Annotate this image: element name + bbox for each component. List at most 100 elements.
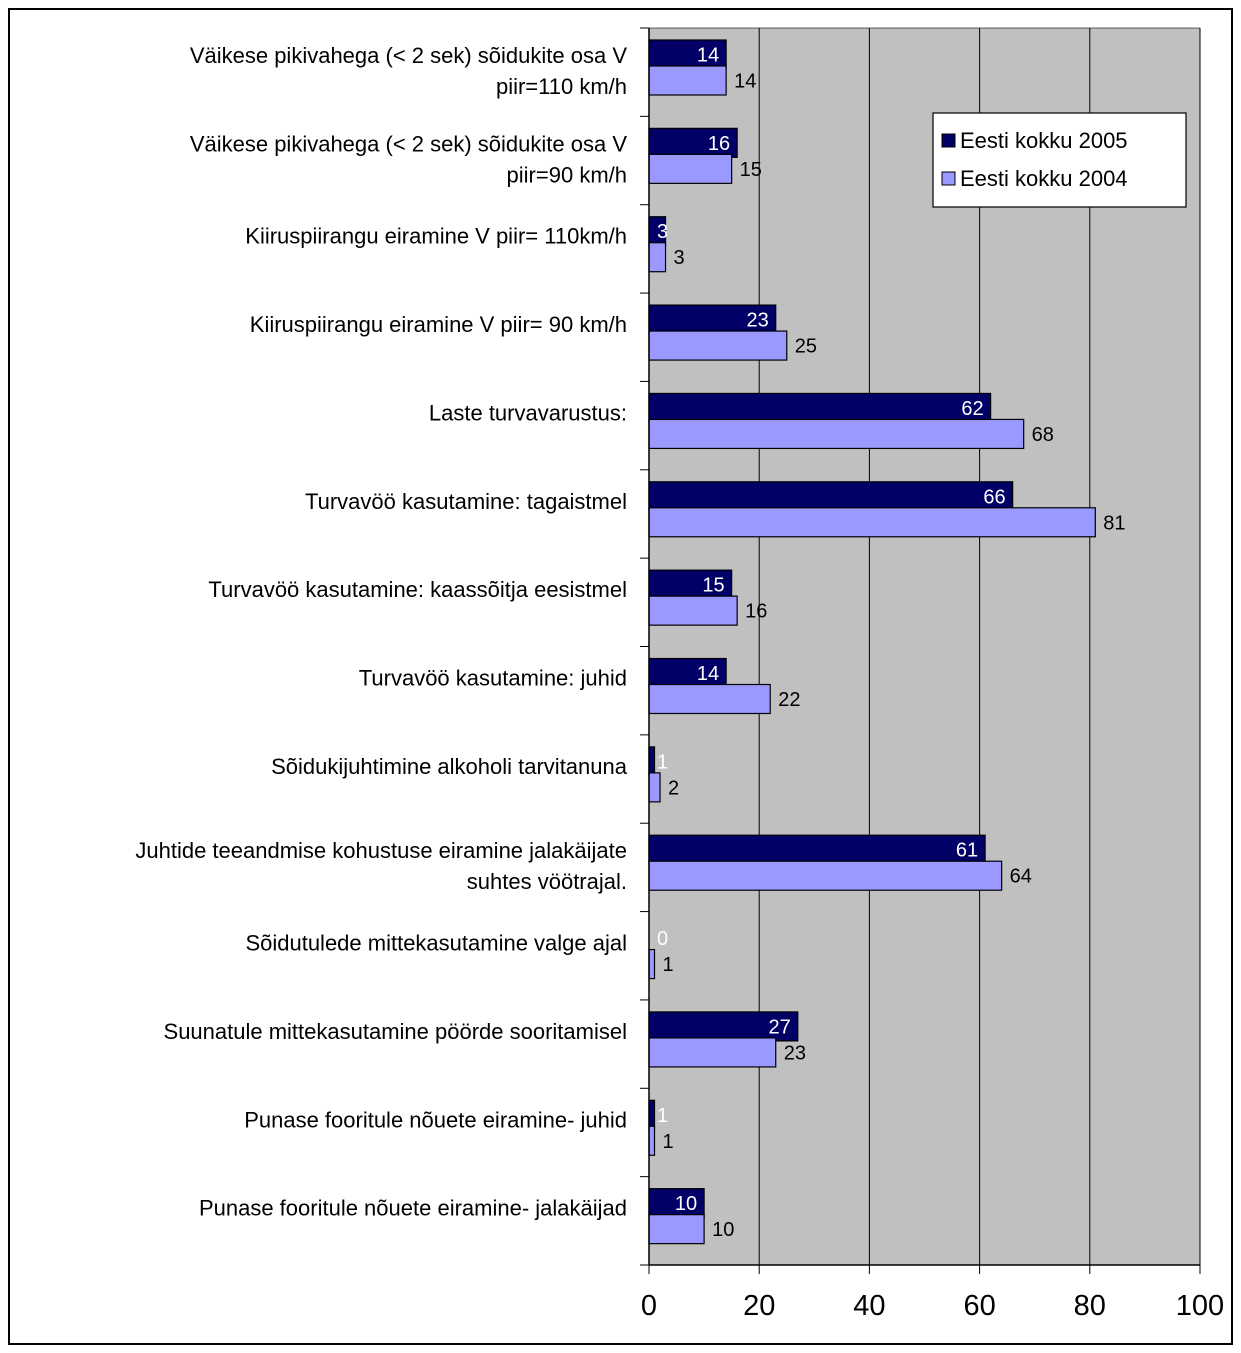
- bar-s1-c10: [648, 948, 656, 980]
- category-label-line: suhtes vöötrajal.: [467, 869, 627, 894]
- bar-s0-c5: [648, 481, 1014, 512]
- category-label-4: Laste turvavarustus:: [429, 400, 627, 425]
- bar-s0-c4: [648, 392, 992, 424]
- bar-s0-c8: [648, 746, 656, 777]
- x-tick-label-60: 60: [963, 1290, 995, 1322]
- category-label-0: Väikese pikivahega (< 2 sek) sõidukite o…: [190, 43, 628, 99]
- category-label-6: Turvavöö kasutamine: kaassõitja eesistme…: [208, 577, 627, 602]
- bar-s0-c1: [648, 127, 738, 158]
- category-label-line: Kiiruspiirangu eiramine V piir= 90 km/h: [250, 312, 627, 337]
- x-tick-label-20: 20: [743, 1290, 775, 1322]
- bar-s1-c8: [648, 772, 661, 803]
- category-label-line: Juhtide teeandmise kohustuse eiramine ja…: [135, 838, 627, 863]
- category-label-1: Väikese pikivahega (< 2 sek) sõidukite o…: [190, 131, 628, 187]
- bar-s1-c7: [648, 683, 771, 715]
- legend-swatch-1: [941, 171, 956, 186]
- category-label-line: Turvavöö kasutamine: juhid: [359, 666, 627, 691]
- category-label-8: Sõidukijuhtimine alkoholi tarvitanuna: [271, 754, 628, 779]
- value-label-s1-c8: 2: [668, 777, 679, 799]
- value-label-s1-c13: 10: [712, 1219, 734, 1241]
- value-label-s1-c5: 81: [1103, 512, 1125, 534]
- legend-label-0: Eesti kokku 2005: [960, 128, 1128, 153]
- y-axis: [640, 27, 650, 1266]
- value-label-s1-c10: 1: [663, 954, 674, 976]
- value-label-s0-c0: 14: [697, 45, 719, 67]
- value-label-s0-c6: 15: [702, 575, 724, 597]
- bar-s1-c5: [648, 507, 1096, 538]
- bar-s1-c3: [648, 330, 788, 361]
- value-label-s0-c7: 14: [697, 663, 719, 685]
- category-label-line: Sõidutulede mittekasutamine valge ajal: [245, 931, 627, 956]
- x-tick-label-100: 100: [1176, 1290, 1224, 1322]
- value-label-s0-c8: 1: [657, 751, 668, 773]
- category-label-line: Väikese pikivahega (< 2 sek) sõidukite o…: [190, 43, 628, 68]
- value-label-s0-c11: 27: [769, 1016, 791, 1038]
- x-tick-label-40: 40: [853, 1290, 885, 1322]
- bar-s1-c0: [648, 65, 727, 96]
- bars: [648, 39, 1096, 1245]
- category-labels: Väikese pikivahega (< 2 sek) sõidukite o…: [135, 43, 627, 1221]
- category-label-line: piir=90 km/h: [507, 162, 627, 187]
- value-label-s1-c12: 1: [663, 1131, 674, 1153]
- bar-s0-c7: [648, 657, 727, 689]
- bar-s1-c2: [648, 242, 667, 273]
- value-labels: 1414161533232562686681151614221261640127…: [657, 45, 1126, 1242]
- value-label-s0-c2: 3: [657, 221, 668, 243]
- bar-s0-c9: [648, 834, 986, 865]
- category-label-line: piir=110 km/h: [496, 74, 627, 99]
- category-label-line: Väikese pikivahega (< 2 sek) sõidukite o…: [190, 131, 628, 156]
- category-label-line: Kiiruspiirangu eiramine V piir= 110km/h: [245, 224, 627, 249]
- bar-s1-c9: [648, 860, 1003, 891]
- category-label-5: Turvavöö kasutamine: tagaistmel: [305, 489, 627, 514]
- category-label-line: Sõidukijuhtimine alkoholi tarvitanuna: [271, 754, 628, 779]
- value-label-s0-c3: 23: [746, 310, 768, 332]
- legend-swatch-0: [941, 133, 956, 148]
- value-label-s0-c1: 16: [708, 133, 730, 155]
- value-label-s0-c10: 0: [657, 928, 668, 950]
- value-label-s1-c11: 23: [784, 1042, 806, 1064]
- category-label-2: Kiiruspiirangu eiramine V piir= 110km/h: [245, 224, 627, 249]
- value-label-s0-c4: 62: [961, 398, 983, 420]
- value-label-s1-c0: 14: [734, 71, 756, 93]
- value-label-s1-c1: 15: [740, 159, 762, 181]
- bar-s1-c13: [648, 1214, 705, 1245]
- value-label-s1-c7: 22: [778, 689, 800, 711]
- bar-s1-c4: [648, 418, 1025, 450]
- legend: Eesti kokku 2005 Eesti kokku 2004: [932, 112, 1187, 208]
- category-label-line: Punase fooritule nõuete eiramine- jalakä…: [199, 1196, 627, 1221]
- value-label-s0-c9: 61: [956, 840, 978, 862]
- category-label-line: Laste turvavarustus:: [429, 400, 627, 425]
- bar-s1-c1: [648, 153, 733, 184]
- category-label-9: Juhtide teeandmise kohustuse eiramine ja…: [135, 838, 627, 894]
- value-label-s1-c6: 16: [745, 601, 767, 623]
- category-label-3: Kiiruspiirangu eiramine V piir= 90 km/h: [250, 312, 627, 337]
- category-label-10: Sõidutulede mittekasutamine valge ajal: [245, 931, 627, 956]
- category-label-13: Punase fooritule nõuete eiramine- jalakä…: [199, 1196, 627, 1221]
- x-tick-label-80: 80: [1074, 1290, 1106, 1322]
- x-tick-label-0: 0: [641, 1290, 657, 1322]
- category-label-11: Suunatule mittekasutamine pöörde soorita…: [164, 1019, 627, 1044]
- x-axis: 0 20 40 60 80 100: [641, 1264, 1224, 1322]
- plot-area: [649, 28, 1200, 1265]
- category-label-line: Suunatule mittekasutamine pöörde soorita…: [164, 1019, 627, 1044]
- bar-s0-c3: [648, 304, 777, 335]
- category-label-line: Turvavöö kasutamine: kaassõitja eesistme…: [208, 577, 627, 602]
- bar-s1-c12: [648, 1125, 656, 1156]
- bar-s1-c11: [648, 1037, 777, 1068]
- category-label-7: Turvavöö kasutamine: juhid: [359, 666, 627, 691]
- category-label-line: Punase fooritule nõuete eiramine- juhid: [244, 1107, 627, 1132]
- bar-s0-c12: [648, 1099, 656, 1130]
- bar-s1-c6: [648, 595, 738, 626]
- bar-s0-c13: [648, 1188, 705, 1219]
- value-label-s1-c2: 3: [674, 247, 685, 269]
- legend-label-1: Eesti kokku 2004: [960, 166, 1128, 191]
- value-label-s1-c9: 64: [1010, 866, 1032, 888]
- value-label-s0-c12: 1: [657, 1105, 668, 1127]
- category-label-line: Turvavöö kasutamine: tagaistmel: [305, 489, 627, 514]
- value-label-s0-c13: 10: [675, 1193, 697, 1215]
- value-label-s0-c5: 66: [983, 486, 1005, 508]
- bar-s0-c11: [648, 1011, 799, 1042]
- value-label-s1-c4: 68: [1032, 424, 1054, 446]
- category-label-12: Punase fooritule nõuete eiramine- juhid: [244, 1107, 627, 1132]
